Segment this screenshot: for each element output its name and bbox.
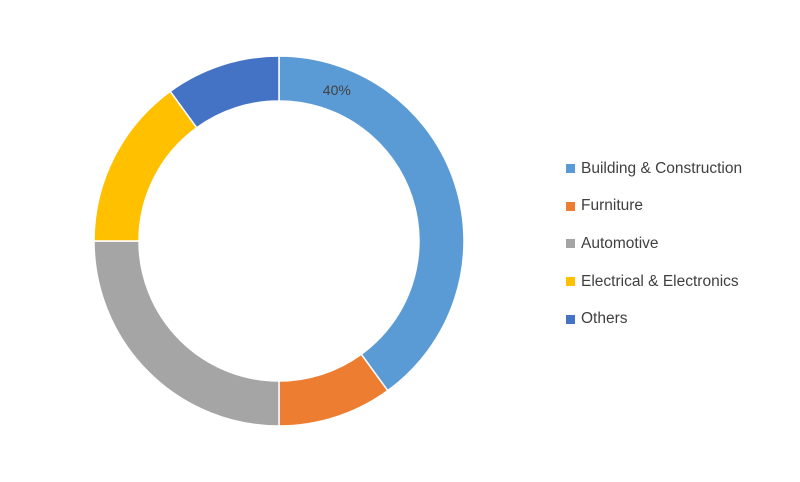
legend-label: Others <box>581 310 628 328</box>
data-label: 40% <box>323 82 351 98</box>
legend-label: Building & Construction <box>581 159 743 177</box>
donut-chart: 40% <box>93 55 465 427</box>
donut-slice-others <box>169 55 280 129</box>
legend-swatch <box>566 314 575 324</box>
legend-item-others: Others <box>566 300 742 338</box>
legend-item-furniture: Furniture <box>566 188 742 226</box>
legend-swatch <box>566 164 575 174</box>
legend-label: Electrical & Electronics <box>581 272 739 290</box>
legend-item-building-construction: Building & Construction <box>566 150 742 188</box>
legend-swatch <box>566 201 575 211</box>
chart-legend: Building & Construction Furniture Automo… <box>566 150 742 338</box>
legend-item-automotive: Automotive <box>566 225 742 263</box>
donut-slice-automotive <box>93 240 280 427</box>
legend-item-electrical-electronics: Electrical & Electronics <box>566 263 742 301</box>
legend-label: Furniture <box>581 197 644 215</box>
legend-label: Automotive <box>581 234 659 252</box>
legend-swatch <box>566 239 575 249</box>
legend-swatch <box>566 277 575 287</box>
donut-slice-building-construction <box>278 55 465 392</box>
donut-slice-electrical-electronics <box>93 90 198 242</box>
